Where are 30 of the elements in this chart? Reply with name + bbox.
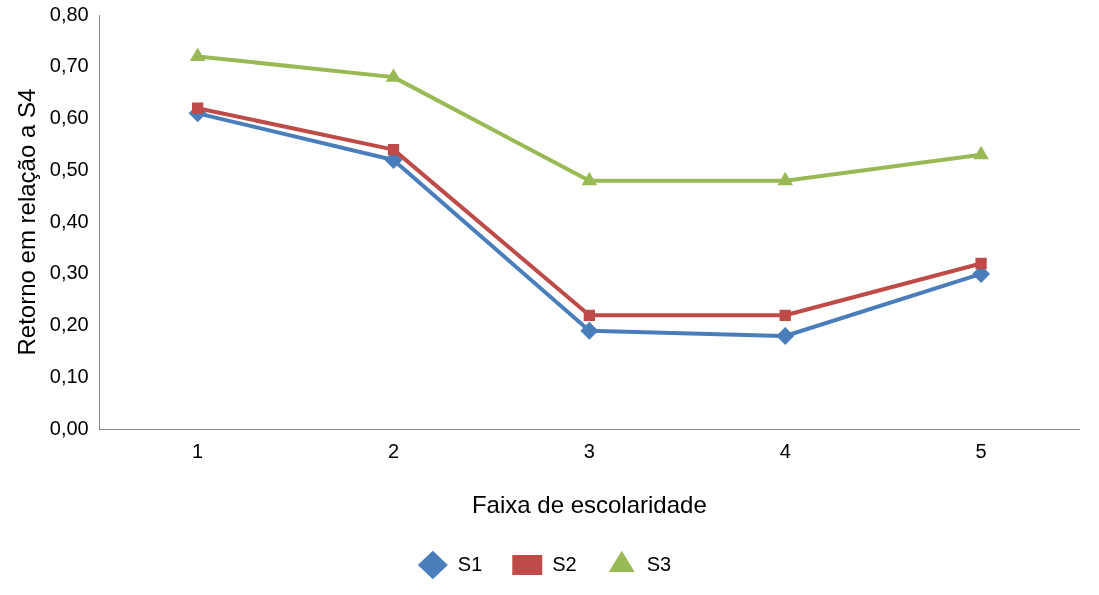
y-tick-label: 0,20	[49, 313, 89, 336]
y-tick-label: 0,40	[49, 209, 89, 232]
x-axis-title: Faixa de escolaridade	[471, 491, 707, 519]
point	[779, 309, 791, 321]
point	[975, 257, 987, 270]
x-tick-label: 1	[192, 439, 204, 462]
point	[973, 145, 989, 160]
legend-label: S3	[646, 552, 672, 575]
point	[581, 171, 598, 186]
y-axis-title: Retorno em relação a S4	[13, 88, 41, 356]
y-tick-label: 0,50	[49, 157, 89, 180]
point	[580, 321, 599, 340]
legend-label: S1	[457, 552, 483, 575]
point	[777, 171, 794, 186]
point	[387, 143, 400, 156]
x-tick-label: 4	[779, 439, 791, 462]
y-tick-label: 0,60	[49, 106, 89, 129]
y-tick-label: 0,80	[49, 2, 89, 25]
y-tick-label: 0,70	[49, 54, 89, 77]
y-tick-label: 0,00	[49, 416, 89, 439]
point	[192, 102, 204, 114]
point	[583, 309, 596, 321]
point	[776, 327, 795, 346]
y-tick-label: 0,10	[49, 364, 89, 387]
y-tick-label: 0,30	[49, 261, 89, 284]
legend-label: S2	[552, 552, 577, 575]
point	[189, 47, 206, 61]
x-tick-label: 5	[975, 439, 987, 462]
x-tick-label: 2	[387, 439, 400, 462]
x-tick-label: 3	[583, 439, 595, 462]
